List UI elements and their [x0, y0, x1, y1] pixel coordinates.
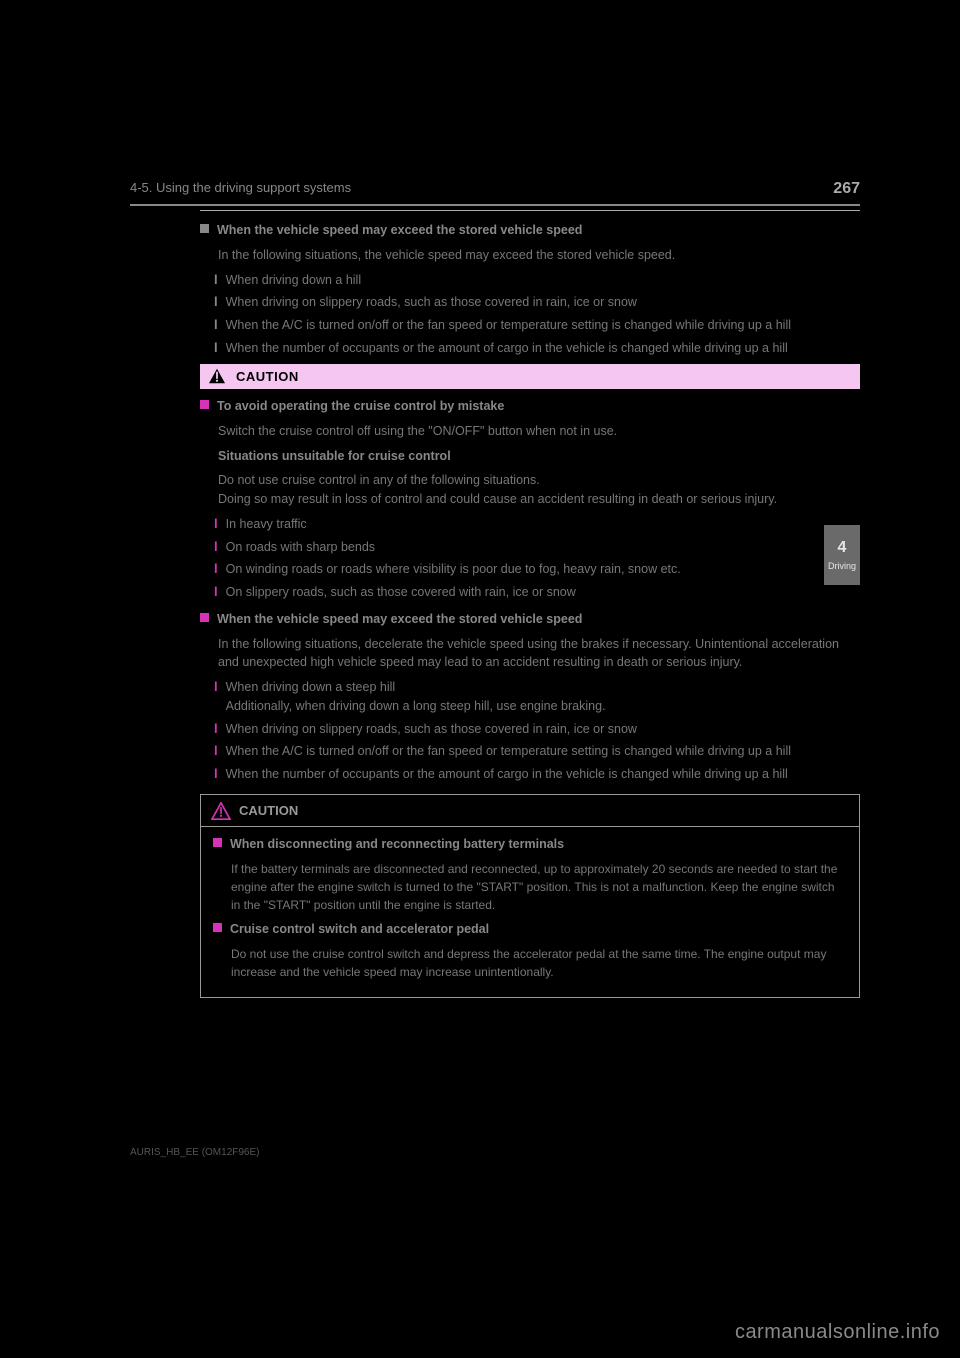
caution-section-heading: When the vehicle speed may exceed the st…	[200, 610, 860, 629]
manual-page: 4-5. Using the driving support systems 2…	[130, 180, 860, 998]
list-bullet-icon: l	[214, 339, 218, 357]
divider-thick	[130, 204, 860, 206]
warning-triangle-icon	[211, 802, 231, 820]
square-bullet-icon	[200, 613, 209, 622]
list-bullet-icon: l	[214, 583, 218, 601]
caution-banner: CAUTION	[200, 364, 860, 390]
caution-box-para: If the battery terminals are disconnecte…	[231, 860, 847, 914]
section-path: 4-5. Using the driving support systems	[130, 180, 351, 198]
caution-para: In the following situations, decelerate …	[218, 635, 860, 673]
list-item: lWhen driving on slippery roads, such as…	[214, 720, 860, 739]
caution-section-heading: To avoid operating the cruise control by…	[200, 397, 860, 416]
list-item: lWhen the A/C is turned on/off or the fa…	[214, 316, 860, 335]
square-bullet-icon	[213, 923, 222, 932]
caution-box-title: When disconnecting and reconnecting batt…	[230, 835, 564, 854]
caution-title: To avoid operating the cruise control by…	[217, 397, 504, 416]
page-number: 267	[833, 180, 860, 198]
watermark: carmanualsonline.info	[735, 1321, 940, 1344]
square-bullet-icon	[200, 400, 209, 409]
caution-sub-heading: Situations unsuitable for cruise control	[200, 447, 860, 466]
caution-title: When the vehicle speed may exceed the st…	[217, 610, 582, 629]
list-item: lWhen driving on slippery roads, such as…	[214, 293, 860, 312]
section-heading: When the vehicle speed may exceed the st…	[200, 221, 860, 240]
chapter-label: Driving	[828, 561, 856, 572]
chapter-tab: 4 Driving	[824, 525, 860, 585]
caution-box-section-heading: When disconnecting and reconnecting batt…	[213, 835, 847, 854]
list-item: lWhen driving down a hill	[214, 271, 860, 290]
list-item: lWhen the number of occupants or the amo…	[214, 339, 860, 358]
caution-sub-title: Situations unsuitable for cruise control	[218, 447, 451, 466]
section-title: When the vehicle speed may exceed the st…	[217, 221, 582, 240]
square-bullet-icon	[213, 838, 222, 847]
section-intro: In the following situations, the vehicle…	[218, 246, 860, 265]
caution-box-content: When disconnecting and reconnecting batt…	[201, 827, 859, 981]
page-header: 4-5. Using the driving support systems 2…	[130, 180, 860, 198]
list-item: lIn heavy traffic	[214, 515, 860, 534]
list-bullet-icon: l	[214, 678, 218, 696]
caution-box-header: CAUTION	[201, 795, 859, 828]
list-bullet-icon: l	[214, 742, 218, 760]
list-item: lOn winding roads or roads where visibil…	[214, 560, 860, 579]
page-content: When the vehicle speed may exceed the st…	[200, 221, 860, 998]
list-item: lWhen the A/C is turned on/off or the fa…	[214, 742, 860, 761]
caution-para: Switch the cruise control off using the …	[218, 422, 860, 441]
caution-label: CAUTION	[236, 367, 299, 387]
list-bullet-icon: l	[214, 316, 218, 334]
list-bullet-icon: l	[214, 271, 218, 289]
caution-box-section-heading: Cruise control switch and accelerator pe…	[213, 920, 847, 939]
list-bullet-icon: l	[214, 560, 218, 578]
document-reference: AURIS_HB_EE (OM12F96E)	[130, 1147, 260, 1158]
list-bullet-icon: l	[214, 515, 218, 533]
list-bullet-icon: l	[214, 720, 218, 738]
list-item: lWhen the number of occupants or the amo…	[214, 765, 860, 784]
caution-box-title: Cruise control switch and accelerator pe…	[230, 920, 489, 939]
caution-sub-para: Do not use cruise control in any of the …	[218, 471, 860, 509]
caution-box-label: CAUTION	[239, 801, 298, 821]
list-item: lWhen driving down a steep hill Addition…	[214, 678, 860, 716]
list-bullet-icon: l	[214, 293, 218, 311]
list-item: lOn roads with sharp bends	[214, 538, 860, 557]
list-bullet-icon: l	[214, 765, 218, 783]
list-item: lOn slippery roads, such as those covere…	[214, 583, 860, 602]
caution-box: CAUTION When disconnecting and reconnect…	[200, 794, 860, 998]
warning-triangle-icon	[208, 368, 226, 384]
square-bullet-icon	[200, 224, 209, 233]
list-bullet-icon: l	[214, 538, 218, 556]
caution-box-para: Do not use the cruise control switch and…	[231, 945, 847, 981]
divider-thin	[200, 210, 860, 211]
chapter-number: 4	[838, 539, 847, 557]
